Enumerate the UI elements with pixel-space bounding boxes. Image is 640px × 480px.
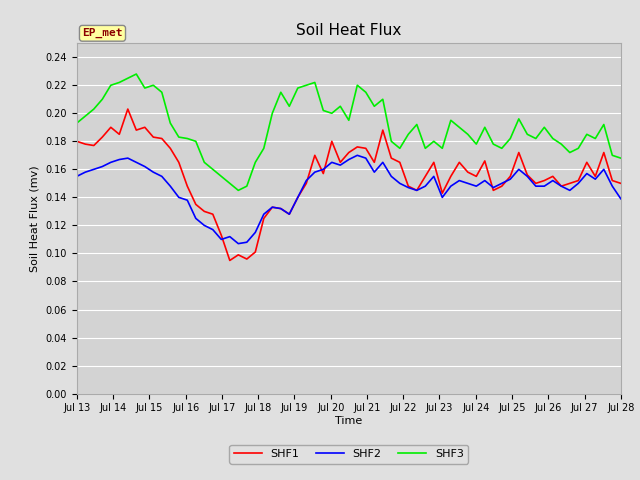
Line: SHF2: SHF2: [77, 156, 621, 244]
Line: SHF3: SHF3: [77, 74, 621, 191]
Line: SHF1: SHF1: [77, 109, 621, 261]
SHF2: [617, 196, 625, 202]
SHF2: [73, 173, 81, 179]
SHF2: [600, 167, 607, 172]
SHF3: [132, 71, 140, 77]
SHF2: [234, 241, 242, 247]
SHF3: [209, 167, 216, 172]
SHF2: [243, 240, 251, 245]
SHF2: [200, 223, 208, 228]
SHF3: [73, 120, 81, 126]
SHF3: [617, 155, 625, 161]
SHF1: [319, 171, 327, 177]
SHF2: [311, 169, 319, 175]
SHF3: [234, 188, 242, 193]
SHF1: [557, 183, 565, 189]
SHF2: [557, 183, 565, 189]
Title: Soil Heat Flux: Soil Heat Flux: [296, 23, 401, 38]
SHF1: [209, 211, 216, 217]
SHF3: [557, 141, 565, 147]
SHF1: [371, 159, 378, 165]
SHF2: [353, 153, 361, 158]
SHF1: [600, 150, 607, 156]
Text: EP_met: EP_met: [82, 28, 123, 38]
Y-axis label: Soil Heat Flux (mv): Soil Heat Flux (mv): [30, 165, 40, 272]
X-axis label: Time: Time: [335, 416, 362, 426]
SHF3: [319, 108, 327, 113]
SHF1: [252, 249, 259, 255]
SHF1: [124, 106, 132, 112]
SHF2: [371, 169, 378, 175]
SHF3: [371, 103, 378, 109]
SHF1: [226, 258, 234, 264]
SHF3: [252, 159, 259, 165]
Legend: SHF1, SHF2, SHF3: SHF1, SHF2, SHF3: [229, 444, 468, 464]
SHF1: [73, 138, 81, 144]
SHF1: [617, 180, 625, 186]
SHF3: [600, 121, 607, 127]
